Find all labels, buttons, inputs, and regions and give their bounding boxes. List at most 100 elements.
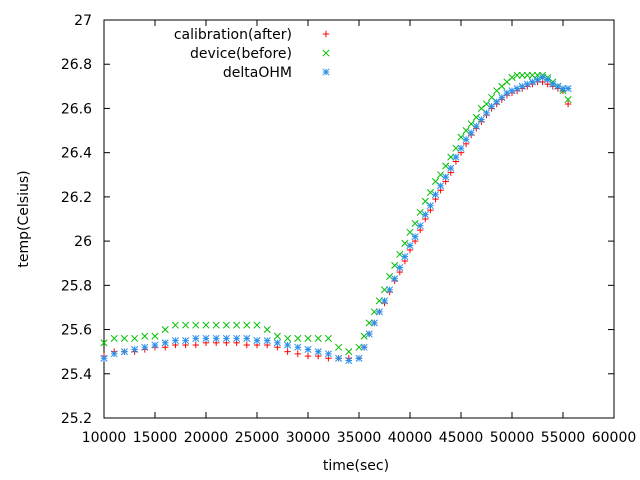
data-point [431, 191, 440, 199]
data-point [151, 332, 159, 340]
data-point [564, 100, 572, 108]
legend: calibration(after) device(before) deltaOHM [174, 27, 330, 81]
y-tick-label: 27 [74, 13, 92, 29]
x-axis: 10000 15000 20000 25000 30000 35000 40000 45000… [82, 20, 637, 446]
data-point [263, 337, 271, 345]
y-axis-label: temp(Celsius) [16, 170, 32, 267]
y-tick-label: 25.4 [61, 367, 92, 383]
data-point [508, 73, 516, 82]
data-point [437, 182, 445, 190]
data-point [243, 334, 251, 342]
x-tick-label: 55000 [541, 430, 586, 446]
data-point [365, 330, 373, 338]
data-point [171, 321, 179, 329]
data-point [314, 334, 322, 342]
data-point [335, 343, 343, 351]
data-point [263, 326, 271, 334]
data-point [355, 354, 363, 362]
data-point [284, 334, 292, 342]
data-point [314, 348, 322, 356]
y-tick-label: 25.8 [61, 278, 92, 294]
data-point [131, 334, 139, 342]
data-series [100, 71, 572, 365]
series-plus [100, 78, 572, 362]
y-tick-label: 25.2 [61, 411, 92, 427]
data-point [100, 339, 108, 347]
data-point [386, 286, 394, 294]
data-point [523, 71, 531, 79]
data-point [212, 334, 220, 342]
legend-marker [322, 30, 330, 38]
data-point [192, 334, 200, 342]
data-point [182, 321, 190, 329]
data-point [421, 211, 429, 219]
y-tick-label: 26.6 [61, 101, 92, 117]
data-point [212, 321, 220, 329]
data-point [472, 122, 480, 130]
data-point [345, 348, 353, 356]
x-tick-label: 60000 [592, 430, 637, 446]
data-point [273, 332, 281, 340]
data-point [533, 76, 542, 84]
y-tick-label: 26.8 [61, 57, 92, 73]
data-point [416, 222, 424, 230]
data-point [513, 71, 521, 79]
y-tick-label: 25.6 [61, 323, 92, 339]
data-point [304, 334, 312, 342]
data-point [452, 144, 460, 152]
legend-label: device(before) [190, 46, 292, 62]
series-cross [100, 71, 572, 356]
data-point [375, 297, 383, 305]
data-point [304, 352, 312, 360]
x-tick-label: 35000 [337, 430, 382, 446]
data-point [222, 321, 230, 329]
data-point [401, 253, 409, 261]
data-point [182, 337, 190, 345]
data-point [202, 334, 210, 342]
data-point [518, 71, 526, 79]
data-point [370, 319, 378, 327]
data-point [161, 339, 169, 347]
data-point [243, 341, 250, 349]
data-point [161, 326, 169, 334]
data-point [426, 202, 434, 210]
legend-label: calibration(after) [174, 27, 292, 43]
data-point [253, 337, 261, 345]
data-point [233, 334, 241, 342]
x-tick-label: 15000 [133, 430, 178, 446]
data-point [324, 334, 332, 342]
data-point [447, 153, 455, 161]
data-point [120, 334, 128, 342]
data-point [452, 153, 460, 161]
data-point [151, 341, 159, 349]
data-point [375, 308, 383, 316]
legend-marker [322, 68, 330, 76]
data-point [233, 321, 241, 329]
data-point [467, 129, 475, 137]
data-point [304, 345, 312, 354]
data-point [370, 308, 378, 316]
data-point [508, 87, 516, 95]
data-point [482, 109, 491, 117]
data-point [294, 343, 302, 351]
x-tick-label: 20000 [184, 430, 229, 446]
data-point [273, 339, 281, 347]
legend-label: deltaOHM [223, 65, 292, 81]
data-point [171, 337, 179, 345]
x-tick-label: 10000 [82, 430, 127, 446]
data-point [192, 341, 199, 349]
data-point [380, 297, 389, 305]
data-point [396, 264, 404, 272]
data-point [141, 343, 149, 351]
data-point [477, 115, 485, 124]
data-point [294, 334, 302, 342]
data-point [559, 84, 567, 93]
x-tick-label: 45000 [439, 430, 484, 446]
data-point [360, 343, 368, 351]
data-point [457, 144, 465, 152]
data-point [202, 321, 210, 329]
data-point [411, 233, 419, 241]
data-point [335, 354, 343, 362]
series-star [100, 73, 572, 365]
x-axis-label: time(sec) [323, 458, 389, 474]
